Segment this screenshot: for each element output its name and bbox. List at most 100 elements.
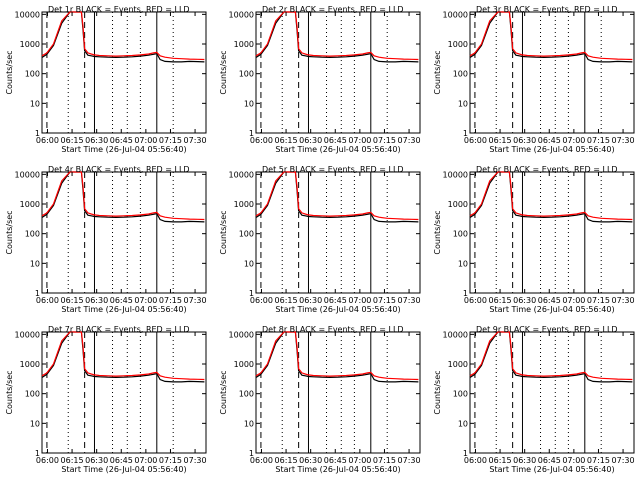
plot-frame [255,331,421,454]
x-tick-label: 06:00 [250,136,273,145]
x-tick-label: 06:00 [36,456,59,465]
y-tick-label: 100 [239,390,254,399]
x-tick-label: 06:30 [299,136,322,145]
x-tick-label: 07:30 [184,296,207,305]
x-axis-label: Start Time (26-Jul-04 05:56:40) [489,465,614,474]
x-axis-label: Start Time (26-Jul-04 05:56:40) [275,305,400,314]
x-tick-label: 07:30 [612,296,635,305]
x-tick-label: 06:15 [61,456,84,465]
y-tick-label: 1000 [234,360,254,369]
series-line-events [469,11,633,63]
x-tick-label: 07:00 [134,296,157,305]
chart-title: Det 7r BLACK = Events, RED = LLD [48,325,190,334]
y-tick-label: 1000 [448,40,468,49]
x-axis-label: Start Time (26-Jul-04 05:56:40) [489,145,614,154]
x-axis-label: Start Time (26-Jul-04 05:56:40) [61,145,186,154]
x-tick-label: 07:30 [398,456,421,465]
chart-title: Det 9r BLACK = Events, RED = LLD [476,325,618,334]
plot-frame [255,11,421,134]
y-tick-label: 1 [35,289,40,298]
x-tick-label: 07:00 [348,136,371,145]
plot-frame [41,171,207,294]
chart-panel-5: 1 10 100 1000 10000 06:00 06:15 06:30 06:45 07:00… [219,165,421,314]
x-axis-label: Start Time (26-Jul-04 05:56:40) [61,465,186,474]
x-tick-label: 06:45 [324,456,347,465]
y-tick-label: 10000 [229,330,254,339]
y-tick-label: 10000 [15,10,40,19]
x-tick-label: 06:15 [275,136,298,145]
x-tick-label: 07:00 [134,136,157,145]
series-line-events [41,331,205,383]
plot-frame [255,171,421,294]
x-tick-label: 07:30 [184,136,207,145]
y-axis-label: Counts/sec [5,370,14,414]
series-line-lld [41,171,205,221]
y-tick-label: 1000 [20,200,40,209]
y-tick-label: 10 [30,99,40,108]
series-line-events [255,331,419,383]
x-tick-label: 06:45 [538,136,561,145]
series-line-lld [41,331,205,381]
x-tick-label: 06:30 [513,456,536,465]
y-tick-label: 10 [244,419,254,428]
x-tick-label: 06:30 [513,136,536,145]
chart-title: Det 2r BLACK = Events, RED = LLD [262,5,404,14]
series-line-lld [469,331,633,381]
y-tick-label: 1 [249,449,254,458]
x-axis-label: Start Time (26-Jul-04 05:56:40) [489,305,614,314]
x-tick-label: 07:15 [373,456,396,465]
chart-title: Det 4r BLACK = Events, RED = LLD [48,165,190,174]
series-line-lld [41,11,205,61]
x-tick-label: 06:30 [299,456,322,465]
x-tick-label: 07:15 [159,136,182,145]
x-axis-label: Start Time (26-Jul-04 05:56:40) [275,465,400,474]
y-tick-label: 1000 [234,200,254,209]
x-tick-label: 07:30 [612,136,635,145]
y-tick-label: 1 [463,129,468,138]
chart-panel-4: 1 10 100 1000 10000 06:00 06:15 06:30 06:45 07:00… [5,165,207,314]
x-tick-label: 06:15 [275,296,298,305]
y-tick-label: 100 [453,230,468,239]
series-line-events [41,171,205,223]
y-axis-label: Counts/sec [5,210,14,254]
x-tick-label: 07:15 [373,136,396,145]
x-tick-label: 06:30 [299,296,322,305]
chart-panel-9: 1 10 100 1000 10000 06:00 06:15 06:30 06:45 07:00… [433,325,635,474]
chart-panel-3: 1 10 100 1000 10000 06:00 06:15 06:30 06:45 07:00… [433,5,635,154]
y-axis-label: Counts/sec [433,370,442,414]
y-tick-label: 1 [35,129,40,138]
y-axis-label: Counts/sec [219,50,228,94]
series-line-events [469,331,633,383]
x-tick-label: 07:15 [587,296,610,305]
y-tick-label: 100 [25,230,40,239]
x-tick-label: 06:30 [85,456,108,465]
y-tick-label: 10 [30,419,40,428]
x-tick-label: 07:00 [348,456,371,465]
series-line-events [41,11,205,63]
y-tick-label: 10000 [443,170,468,179]
x-tick-label: 07:00 [562,456,585,465]
chart-title: Det 1r BLACK = Events, RED = LLD [48,5,190,14]
y-tick-label: 10000 [229,170,254,179]
y-tick-label: 100 [25,70,40,79]
y-axis-label: Counts/sec [433,50,442,94]
x-tick-label: 07:00 [348,296,371,305]
series-line-lld [255,11,419,61]
y-tick-label: 1000 [20,360,40,369]
x-tick-label: 06:15 [489,296,512,305]
x-tick-label: 07:00 [562,136,585,145]
x-tick-label: 07:15 [587,456,610,465]
x-tick-label: 06:00 [36,136,59,145]
y-tick-label: 10 [244,259,254,268]
y-tick-label: 1 [35,449,40,458]
y-tick-label: 10000 [443,330,468,339]
y-axis-label: Counts/sec [219,370,228,414]
y-tick-label: 100 [453,390,468,399]
chart-title: Det 6r BLACK = Events, RED = LLD [476,165,618,174]
x-tick-label: 06:00 [250,296,273,305]
x-tick-label: 07:15 [587,136,610,145]
y-tick-label: 1 [249,289,254,298]
x-tick-label: 06:15 [275,456,298,465]
chart-title: Det 3r BLACK = Events, RED = LLD [476,5,618,14]
